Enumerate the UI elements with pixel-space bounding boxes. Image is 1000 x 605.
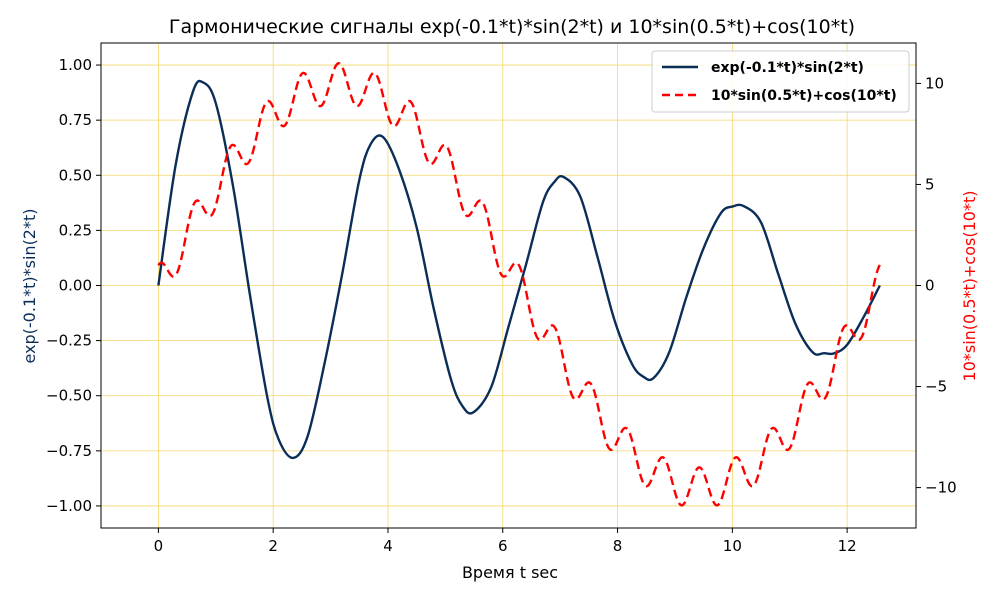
left-tick-label: −0.50: [46, 387, 92, 405]
right-y-axis-label: 10*sin(0.5*t)+cos(10*t): [960, 191, 979, 382]
x-axis: 0 2 4 6 8 10 12: [154, 528, 857, 555]
left-tick-label: 0.25: [59, 221, 92, 239]
chart-title: Гармонические сигналы exp(-0.1*t)*sin(2*…: [169, 16, 855, 38]
left-tick-label: 0.50: [59, 166, 92, 184]
left-y-axis: 1.00 0.75 0.50 0.25 0.00 −0.25 −0.50 −0.75 −1.00: [46, 56, 101, 515]
left-tick-label: 0.00: [59, 277, 92, 295]
right-tick-label: 5: [925, 175, 935, 193]
right-tick-label: −10: [925, 479, 957, 497]
x-tick-label: 12: [838, 537, 857, 555]
left-tick-label: 0.75: [59, 111, 92, 129]
legend-label-series-1: exp(-0.1*t)*sin(2*t): [711, 60, 864, 76]
left-tick-label: −1.00: [46, 497, 92, 515]
x-axis-label: Время t sec: [462, 563, 558, 582]
x-tick-label: 2: [268, 537, 278, 555]
grid: [101, 43, 916, 528]
x-tick-label: 0: [154, 537, 164, 555]
legend-box: [651, 50, 910, 113]
x-tick-label: 8: [613, 537, 623, 555]
x-tick-label: 4: [383, 537, 393, 555]
legend-label-series-2: 10*sin(0.5*t)+cos(10*t): [711, 88, 897, 104]
legend: exp(-0.1*t)*sin(2*t) 10*sin(0.5*t)+cos(1…: [651, 50, 910, 113]
left-tick-label: −0.75: [46, 442, 92, 460]
right-tick-label: 10: [925, 74, 944, 92]
series-line-2: [157, 61, 881, 507]
left-tick-label: −0.25: [46, 332, 92, 350]
right-tick-label: 0: [925, 277, 935, 295]
x-tick-label: 10: [723, 537, 742, 555]
right-tick-label: −5: [925, 378, 947, 396]
x-tick-label: 6: [498, 537, 508, 555]
series-layer: [157, 61, 881, 507]
series-line-1: [157, 79, 881, 460]
right-y-axis: 10 5 0 −5 −10: [916, 74, 957, 497]
left-y-axis-label: exp(-0.1*t)*sin(2*t): [20, 208, 39, 363]
left-tick-label: 1.00: [59, 56, 92, 74]
